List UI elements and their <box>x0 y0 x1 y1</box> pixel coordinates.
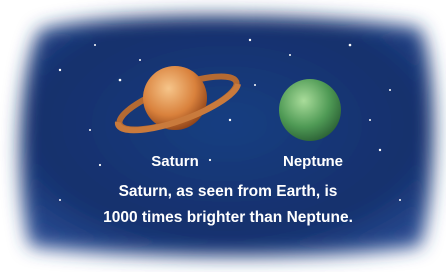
caption-line: Saturn, as seen from Earth, is <box>119 183 338 200</box>
neptune <box>279 79 341 141</box>
saturn-label: Saturn <box>151 153 199 170</box>
caption-line: 1000 times brighter than Neptune. <box>103 209 353 226</box>
neptune-label: Neptune <box>283 153 343 170</box>
page: Saturn Neptune Saturn, as seen from Eart… <box>0 0 446 272</box>
illustration: Saturn Neptune Saturn, as seen from Eart… <box>0 0 446 272</box>
